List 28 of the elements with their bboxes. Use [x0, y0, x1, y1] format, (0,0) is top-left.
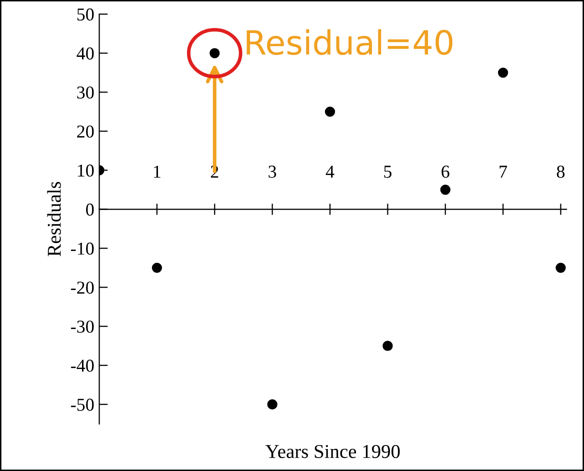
- point: [152, 262, 162, 273]
- y-tick-label: -50: [71, 398, 94, 411]
- x-tick-label: 1: [154, 166, 160, 178]
- x-tick-label: 4: [326, 166, 334, 178]
- y-tick-label: -20: [71, 282, 94, 294]
- annotation: Residual=40: [246, 29, 452, 56]
- y-tick-label: 40: [76, 47, 94, 60]
- x-tick-label: 6: [442, 166, 450, 178]
- x-tick-label: 5: [384, 166, 392, 178]
- point: [498, 68, 508, 78]
- y-tick-label: 10: [78, 164, 94, 177]
- y-tick-label: -40: [71, 360, 94, 372]
- y-tick-label: 20: [77, 125, 94, 138]
- x-tick-label: 3: [268, 166, 276, 178]
- x-tick-label: 7: [500, 166, 508, 178]
- y-tick-label: -10: [71, 242, 94, 255]
- y-tick-label: 50: [77, 8, 94, 21]
- y-tick-label: 30: [77, 86, 94, 99]
- point: [267, 399, 278, 410]
- point: [382, 340, 393, 351]
- x-axis-title: Years Since 1990: [265, 444, 400, 458]
- y-tick-label: -30: [71, 320, 94, 333]
- y-tick-label: 0: [86, 204, 94, 216]
- x-tick-label: 8: [556, 166, 565, 178]
- point: [324, 106, 336, 117]
- point: [556, 262, 566, 273]
- point: [440, 184, 450, 195]
- y-axis-title: Residuals: [47, 182, 61, 256]
